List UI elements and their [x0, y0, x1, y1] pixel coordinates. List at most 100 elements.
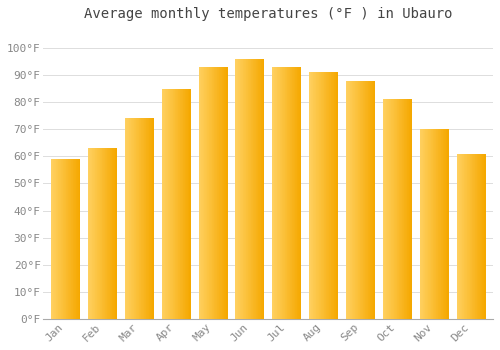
Bar — [424, 129, 425, 319]
Bar — [357, 80, 358, 319]
Bar — [79, 159, 80, 319]
Bar — [465, 154, 466, 319]
Bar — [174, 89, 175, 319]
Bar — [174, 89, 176, 319]
Bar — [254, 59, 255, 319]
Bar — [461, 154, 462, 319]
Bar — [294, 67, 296, 319]
Bar — [181, 89, 182, 319]
Bar — [410, 99, 411, 319]
Bar — [390, 99, 391, 319]
Bar — [134, 118, 135, 319]
Bar — [138, 118, 139, 319]
Bar — [397, 99, 398, 319]
Bar — [353, 80, 354, 319]
Bar — [286, 67, 288, 319]
Bar — [310, 72, 312, 319]
Bar — [312, 72, 313, 319]
Bar — [483, 154, 484, 319]
Bar — [138, 118, 140, 319]
Bar — [257, 59, 258, 319]
Bar — [474, 154, 476, 319]
Bar — [101, 148, 102, 319]
Bar — [55, 159, 56, 319]
Title: Average monthly temperatures (°F ) in Ubauro: Average monthly temperatures (°F ) in Ub… — [84, 7, 452, 21]
Bar — [62, 159, 64, 319]
Bar — [56, 159, 57, 319]
Bar — [464, 154, 466, 319]
Bar — [346, 80, 347, 319]
Bar — [482, 154, 484, 319]
Bar — [337, 72, 338, 319]
Bar — [224, 67, 226, 319]
Bar — [57, 159, 58, 319]
Bar — [272, 67, 273, 319]
Bar — [96, 148, 97, 319]
Bar — [462, 154, 463, 319]
Bar — [425, 129, 426, 319]
Bar — [188, 89, 190, 319]
Bar — [323, 72, 324, 319]
Bar — [152, 118, 154, 319]
Bar — [114, 148, 116, 319]
Bar — [114, 148, 115, 319]
Bar — [148, 118, 150, 319]
Bar — [369, 80, 370, 319]
Bar — [211, 67, 212, 319]
Bar — [162, 89, 164, 319]
Bar — [354, 80, 355, 319]
Bar — [293, 67, 294, 319]
Bar — [473, 154, 474, 319]
Bar — [396, 99, 398, 319]
Bar — [313, 72, 314, 319]
Bar — [446, 129, 447, 319]
Bar — [263, 59, 264, 319]
Bar — [135, 118, 136, 319]
Bar — [163, 89, 164, 319]
Bar — [240, 59, 242, 319]
Bar — [133, 118, 134, 319]
Bar — [401, 99, 402, 319]
Bar — [325, 72, 326, 319]
Bar — [76, 159, 78, 319]
Bar — [471, 154, 472, 319]
Bar — [125, 118, 126, 319]
Bar — [328, 72, 329, 319]
Bar — [182, 89, 184, 319]
Bar — [51, 159, 52, 319]
Bar — [218, 67, 219, 319]
Bar — [437, 129, 438, 319]
Bar — [420, 129, 422, 319]
Bar — [94, 148, 96, 319]
Bar — [276, 67, 277, 319]
Bar — [291, 67, 292, 319]
Bar — [189, 89, 190, 319]
Bar — [241, 59, 242, 319]
Bar — [318, 72, 320, 319]
Bar — [103, 148, 104, 319]
Bar — [405, 99, 406, 319]
Bar — [281, 67, 282, 319]
Bar — [96, 148, 98, 319]
Bar — [169, 89, 170, 319]
Bar — [70, 159, 72, 319]
Bar — [79, 159, 80, 319]
Bar — [315, 72, 316, 319]
Bar — [202, 67, 203, 319]
Bar — [186, 89, 187, 319]
Bar — [429, 129, 430, 319]
Bar — [244, 59, 245, 319]
Bar — [140, 118, 141, 319]
Bar — [398, 99, 399, 319]
Bar — [310, 72, 311, 319]
Bar — [445, 129, 446, 319]
Bar — [210, 67, 211, 319]
Bar — [206, 67, 208, 319]
Bar — [356, 80, 357, 319]
Bar — [481, 154, 482, 319]
Bar — [368, 80, 369, 319]
Bar — [54, 159, 55, 319]
Bar — [178, 89, 179, 319]
Bar — [75, 159, 76, 319]
Bar — [250, 59, 252, 319]
